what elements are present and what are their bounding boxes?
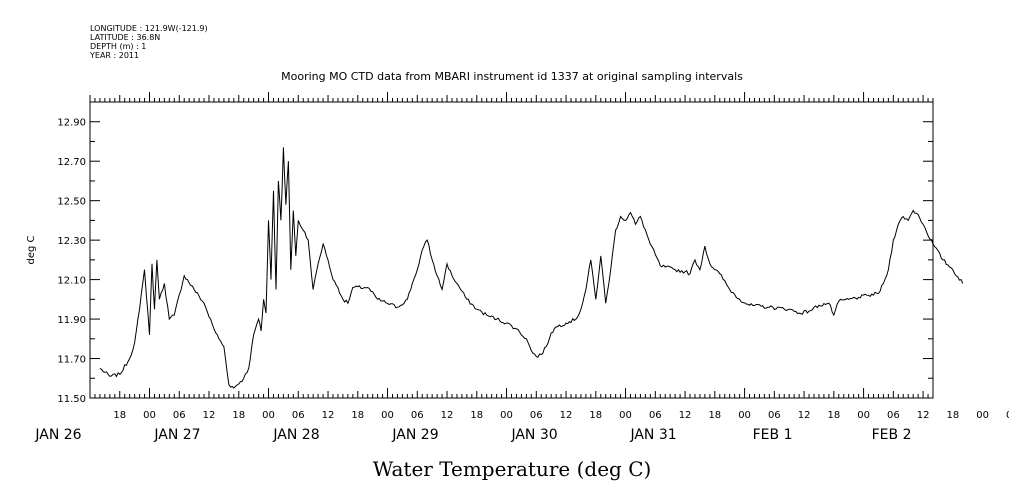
y-tick-label: 12.50 xyxy=(57,197,86,208)
x-hour-label: 06 xyxy=(173,410,186,421)
x-hour-label: 00 xyxy=(619,410,632,421)
y-axis: 11.50 11.70 11.90 12.10 12.30 12.50 12.70 12.90 xyxy=(57,101,933,405)
x-hour-label: 18 xyxy=(113,410,126,421)
x-hour-label: 00 xyxy=(262,410,275,421)
x-hour-label: 06 xyxy=(292,410,305,421)
x-hour-label: 18 xyxy=(470,410,483,421)
x-day-label: JAN 26 xyxy=(34,427,81,443)
x-axis-label: Water Temperature (deg C) xyxy=(373,457,652,481)
x-hour-label: 06 xyxy=(1006,410,1009,421)
x-hour-label: 12 xyxy=(679,410,692,421)
meta-year: YEAR : 2011 xyxy=(89,51,139,60)
y-tick-label: 12.90 xyxy=(57,118,86,129)
x-hour-label: 00 xyxy=(500,410,513,421)
x-hour-label: 06 xyxy=(530,410,543,421)
x-hour-label: 18 xyxy=(351,410,364,421)
x-hour-label: 12 xyxy=(441,410,454,421)
chart-title: Mooring MO CTD data from MBARI instrumen… xyxy=(281,70,743,83)
y-tick-label: 11.70 xyxy=(57,355,86,366)
x-day-label: JAN 31 xyxy=(629,427,676,443)
x-day-label: FEB 2 xyxy=(872,427,912,443)
x-hour-label: 12 xyxy=(560,410,573,421)
x-day-label: JAN 27 xyxy=(153,427,200,443)
x-hour-label: 00 xyxy=(738,410,751,421)
x-day-label: JAN 30 xyxy=(510,427,557,443)
meta-longitude: LONGITUDE : 121.9W(-121.9) xyxy=(90,24,208,33)
y-tick-label: 11.90 xyxy=(57,315,86,326)
x-hour-label: 18 xyxy=(232,410,245,421)
x-hour-label: 12 xyxy=(322,410,335,421)
x-hour-label: 18 xyxy=(946,410,959,421)
x-day-label: FEB 1 xyxy=(753,427,793,443)
x-hour-label: 12 xyxy=(798,410,811,421)
x-hour-label: 06 xyxy=(649,410,662,421)
x-hour-label: 00 xyxy=(381,410,394,421)
x-hour-label: 00 xyxy=(143,410,156,421)
x-hour-label: 18 xyxy=(589,410,602,421)
x-hour-label: 00 xyxy=(976,410,989,421)
meta-latitude: LATITUDE : 36.8N xyxy=(90,33,160,42)
y-tick-label: 12.70 xyxy=(57,157,86,168)
y-axis-label: deg C xyxy=(26,235,37,264)
x-hour-label: 18 xyxy=(708,410,721,421)
x-hour-label: 06 xyxy=(411,410,424,421)
metadata-block: LONGITUDE : 121.9W(-121.9) LATITUDE : 36… xyxy=(89,24,208,60)
meta-depth: DEPTH (m) : 1 xyxy=(90,42,146,51)
x-day-label: JAN 28 xyxy=(272,427,319,443)
x-hour-label: 06 xyxy=(768,410,781,421)
plot-frame xyxy=(89,101,934,399)
x-hour-label: 12 xyxy=(917,410,930,421)
x-hour-label: 18 xyxy=(827,410,840,421)
x-hour-label: 12 xyxy=(203,410,216,421)
x-day-label: JAN 29 xyxy=(391,427,438,443)
x-hour-label: 06 xyxy=(887,410,900,421)
y-tick-label: 12.30 xyxy=(57,236,86,247)
y-tick-label: 11.50 xyxy=(57,394,86,405)
series-line xyxy=(99,147,964,389)
x-hour-label: 00 xyxy=(857,410,870,421)
y-tick-label: 12.10 xyxy=(57,276,86,287)
x-axis: 18 00 06 12 18 00 06 12 18 00 06 12 18 00 06 12 18 00 06 12… xyxy=(34,92,1009,443)
